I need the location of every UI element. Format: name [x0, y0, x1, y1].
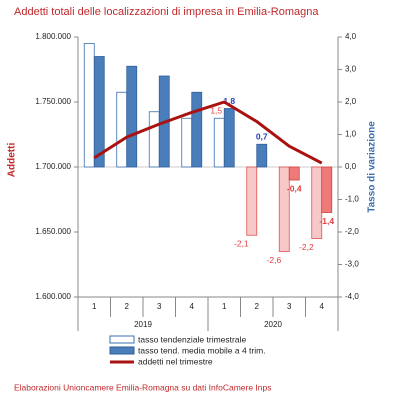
x-tick-label: 4 [190, 302, 195, 311]
bar [116, 91, 128, 168]
y-tick-label: 1.800.000 [35, 32, 71, 41]
legend-swatch [109, 335, 135, 344]
bar [93, 56, 105, 168]
bar [83, 43, 95, 168]
group-label: 2020 [264, 320, 282, 329]
bar [321, 166, 333, 213]
x-tick-label: 3 [157, 302, 162, 311]
bar [181, 117, 193, 168]
group-label: 2019 [134, 320, 152, 329]
bar [126, 65, 138, 168]
y2-axis-label: Tasso di variazione [367, 121, 378, 213]
bar [311, 166, 323, 239]
y2-tick-label: -2,0 [345, 227, 359, 236]
y2-tick-label: -4,0 [345, 292, 359, 301]
legend-label: addetti nel trimestre [138, 356, 213, 366]
legend-label: tasso tendenziale trimestrale [138, 334, 246, 344]
y-tick-label: 1.750.000 [35, 97, 71, 106]
x-tick-label: 1 [92, 302, 97, 311]
bar [278, 166, 290, 252]
bar [288, 166, 300, 181]
legend-label: tasso tend. media mobile a 4 trim. [138, 345, 266, 355]
bar [223, 108, 235, 168]
y-tick-label: 1.700.000 [35, 162, 71, 171]
data-label: 1,5 [210, 106, 222, 116]
y2-tick-label: -1,0 [345, 195, 359, 204]
x-tick-label: 4 [320, 302, 325, 311]
x-tick-label: 2 [255, 302, 260, 311]
data-label: -0,4 [287, 183, 302, 193]
data-label: -2,2 [299, 242, 314, 252]
legend-swatch [109, 346, 135, 355]
bar [191, 91, 203, 168]
data-label: -1,4 [319, 216, 334, 226]
y2-tick-label: -3,0 [345, 260, 359, 269]
data-label: -2,1 [234, 239, 249, 249]
y-tick-label: 1.650.000 [35, 227, 71, 236]
y2-tick-label: 4,0 [345, 32, 357, 41]
y2-tick-label: 1,0 [345, 130, 357, 139]
bar [246, 166, 258, 236]
bar [148, 111, 160, 168]
data-label: 1,8 [223, 96, 235, 106]
data-label: 0,7 [256, 132, 268, 142]
data-label: -2,6 [267, 255, 282, 265]
chart-title: Addetti totali delle localizzazioni di i… [14, 6, 319, 18]
y2-tick-label: 3,0 [345, 65, 357, 74]
y-tick-label: 1.600.000 [35, 292, 71, 301]
bar [213, 117, 225, 168]
line-series [93, 100, 323, 165]
y2-tick-label: 0,0 [345, 162, 357, 171]
x-tick-label: 3 [287, 302, 292, 311]
source-note: Elaborazioni Unioncamere Emilia-Romagna … [14, 382, 272, 392]
x-tick-label: 1 [222, 302, 227, 311]
x-tick-label: 2 [125, 302, 130, 311]
y2-tick-label: 2,0 [345, 97, 357, 106]
y-axis-label: Addetti [7, 143, 18, 178]
bar [256, 143, 268, 168]
